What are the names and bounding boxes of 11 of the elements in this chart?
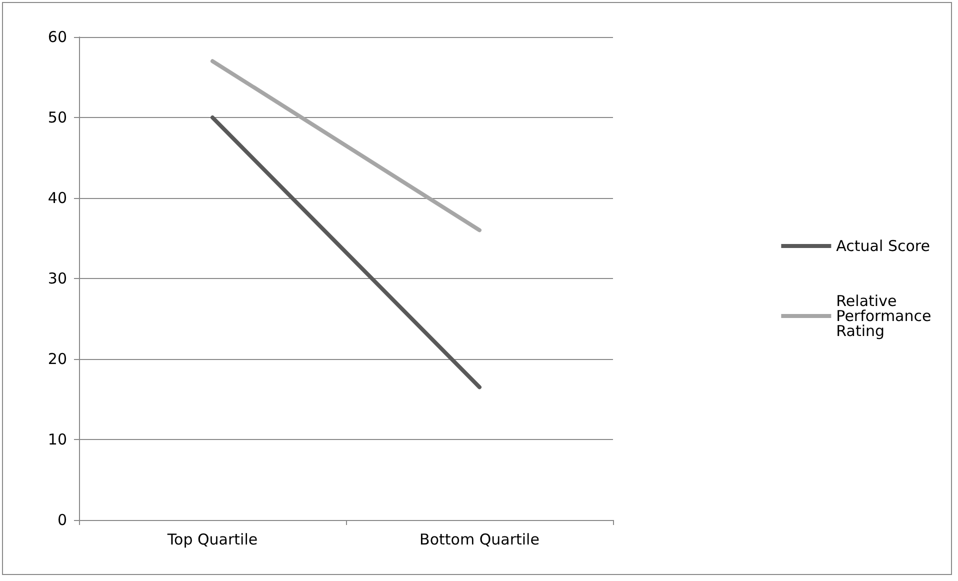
y-tick-label: 20 [48,350,67,368]
y-tick-label: 0 [57,511,67,529]
y-tick-label: 40 [48,189,67,207]
legend-label: Relative Performance Rating [836,292,936,340]
y-tick-label: 30 [48,270,67,288]
y-tick-label: 60 [48,28,67,46]
legend-label: Actual Score [836,237,930,255]
x-tick-label: Bottom Quartile [420,530,540,548]
x-tick-label: Top Quartile [166,530,258,548]
y-tick-label: 50 [48,108,67,126]
y-tick-label: 10 [48,430,67,448]
